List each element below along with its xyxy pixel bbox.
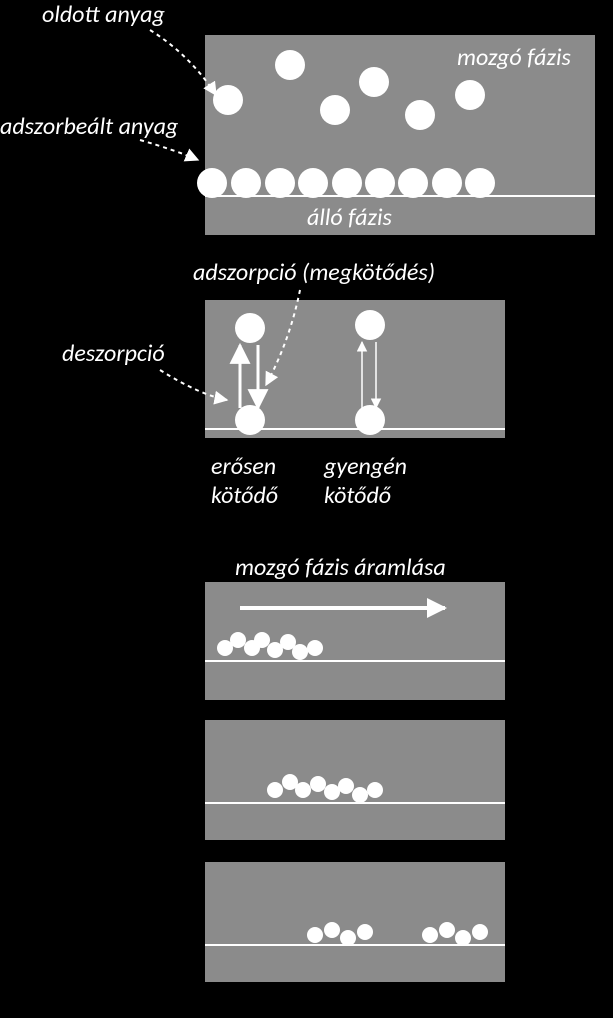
panel-5 — [205, 862, 505, 982]
particle-circle — [231, 168, 261, 198]
particle-circle — [355, 405, 385, 435]
particle-circle — [359, 67, 389, 97]
label-line: kötődő — [324, 481, 407, 510]
particle-circle — [295, 782, 311, 798]
phase-boundary-line — [205, 802, 505, 804]
particle-circle — [332, 168, 362, 198]
particle-circle — [432, 168, 462, 198]
particle-circle — [465, 168, 495, 198]
label-mobile-phase: mozgó fázis — [457, 43, 571, 72]
particle-circle — [367, 782, 383, 798]
particle-circle — [455, 80, 485, 110]
label-line: gyengén — [324, 452, 407, 481]
label-adsorbed: adszorbeált anyag — [0, 112, 178, 141]
label-flow: mozgó fázis áramlása — [235, 553, 446, 582]
particle-circle — [365, 168, 395, 198]
particle-circle — [307, 640, 323, 656]
particle-circle — [292, 644, 308, 660]
particle-circle — [455, 930, 471, 946]
particle-circle — [213, 85, 243, 115]
panel-4 — [205, 720, 505, 840]
particle-circle — [357, 924, 373, 940]
label-line: kötődő — [211, 481, 278, 510]
phase-boundary-line — [205, 660, 505, 662]
particle-circle — [267, 782, 283, 798]
particle-circle — [320, 95, 350, 125]
particle-circle — [355, 310, 385, 340]
particle-circle — [275, 50, 305, 80]
particle-circle — [472, 924, 488, 940]
label-stationary-phase: álló fázis — [307, 203, 392, 232]
label-dissolved: oldott anyag — [42, 0, 165, 29]
particle-circle — [235, 313, 265, 343]
label-strong-bind: erősenkötődő — [211, 452, 278, 510]
particle-circle — [422, 927, 438, 943]
particle-circle — [439, 922, 455, 938]
particle-circle — [235, 405, 265, 435]
label-adsorption: adszorpció (megkötődés) — [193, 258, 435, 287]
label-weak-bind: gyengénkötődő — [324, 452, 407, 510]
particle-circle — [340, 930, 356, 946]
phase-boundary-line — [205, 195, 595, 197]
particle-circle — [307, 927, 323, 943]
particle-circle — [197, 168, 227, 198]
label-desorption: deszorpció — [62, 339, 165, 368]
label-line: erősen — [211, 452, 278, 481]
particle-circle — [265, 168, 295, 198]
particle-circle — [398, 168, 428, 198]
particle-circle — [405, 100, 435, 130]
particle-circle — [298, 168, 328, 198]
particle-circle — [324, 922, 340, 938]
particle-circle — [352, 787, 368, 803]
